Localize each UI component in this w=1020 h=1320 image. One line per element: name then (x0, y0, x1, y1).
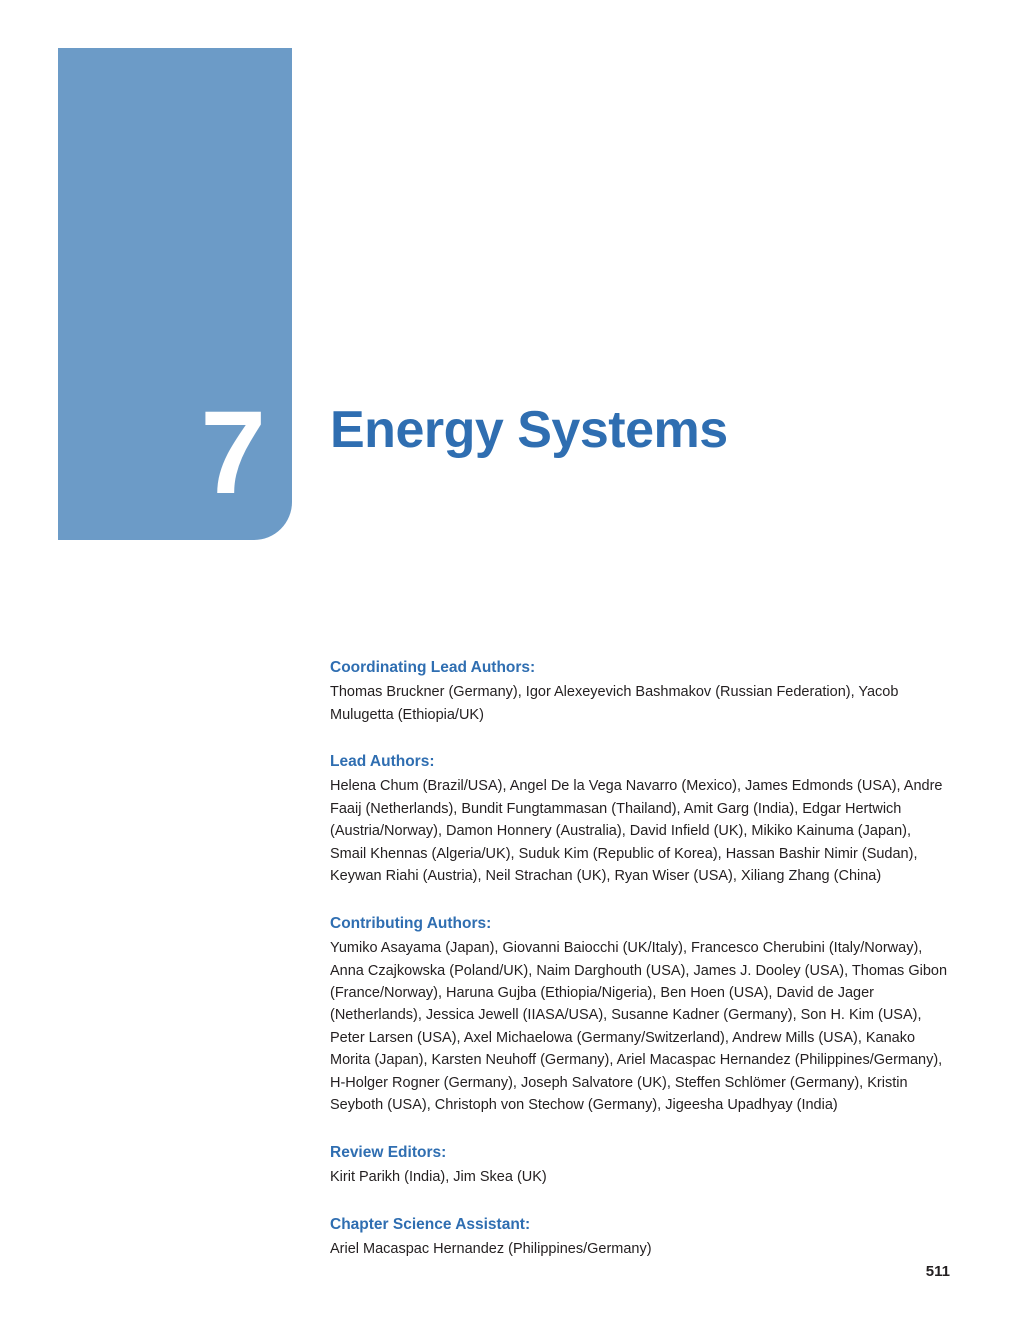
section-heading: Contributing Authors: (330, 912, 950, 935)
coordinating-lead-authors-section: Coordinating Lead Authors: Thomas Bruckn… (330, 656, 950, 726)
chapter-title: Energy Systems (330, 400, 728, 460)
section-body: Helena Chum (Brazil/USA), Angel De la Ve… (330, 775, 950, 887)
author-credits: Coordinating Lead Authors: Thomas Bruckn… (330, 656, 950, 1284)
section-heading: Review Editors: (330, 1141, 950, 1164)
chapter-tab: 7 (58, 48, 292, 540)
section-heading: Lead Authors: (330, 750, 950, 773)
review-editors-section: Review Editors: Kirit Parikh (India), Ji… (330, 1141, 950, 1189)
section-body: Thomas Bruckner (Germany), Igor Alexeyev… (330, 681, 950, 726)
chapter-number: 7 (200, 394, 266, 512)
section-heading: Chapter Science Assistant: (330, 1213, 950, 1236)
contributing-authors-section: Contributing Authors: Yumiko Asayama (Ja… (330, 912, 950, 1117)
section-body: Kirit Parikh (India), Jim Skea (UK) (330, 1166, 950, 1188)
page-number: 511 (926, 1263, 950, 1280)
lead-authors-section: Lead Authors: Helena Chum (Brazil/USA), … (330, 750, 950, 888)
chapter-science-assistant-section: Chapter Science Assistant: Ariel Macaspa… (330, 1213, 950, 1261)
section-heading: Coordinating Lead Authors: (330, 656, 950, 679)
section-body: Yumiko Asayama (Japan), Giovanni Baiocch… (330, 937, 950, 1117)
section-body: Ariel Macaspac Hernandez (Philippines/Ge… (330, 1238, 950, 1260)
